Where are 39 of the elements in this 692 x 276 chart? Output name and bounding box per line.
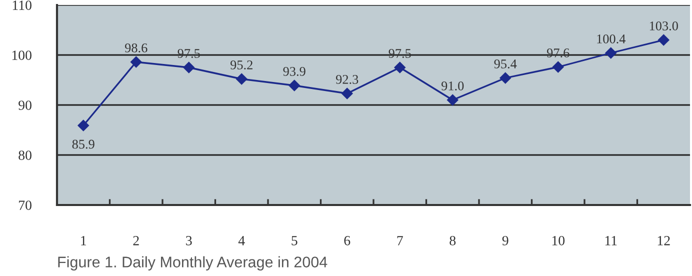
point bbox=[447, 94, 458, 106]
x-tick-label: 7 bbox=[397, 236, 403, 246]
point bbox=[183, 62, 194, 74]
x-tick-label: 3 bbox=[186, 236, 192, 246]
x-tick-label: 9 bbox=[502, 236, 508, 246]
data-label: 95.4 bbox=[494, 60, 517, 68]
x-tick-label: 10 bbox=[552, 236, 565, 246]
data-label: 92.3 bbox=[336, 75, 358, 84]
x-tick-label: 12 bbox=[658, 236, 670, 246]
point bbox=[288, 80, 300, 92]
x-tick-label: 1 bbox=[81, 236, 86, 246]
y-tick-label: 110 bbox=[12, 0, 32, 10]
data-label: 103.0 bbox=[650, 21, 678, 30]
x-tick-label: 11 bbox=[605, 236, 617, 246]
data-label: 95.2 bbox=[230, 60, 252, 70]
point bbox=[552, 61, 564, 73]
point bbox=[78, 120, 89, 132]
y-tick-label: 80 bbox=[18, 150, 32, 160]
x-tick-label: 5 bbox=[292, 236, 298, 246]
data-label: 100.4 bbox=[597, 34, 626, 44]
point bbox=[500, 72, 511, 84]
point bbox=[394, 62, 406, 74]
data-label: 93.9 bbox=[283, 67, 306, 76]
point bbox=[605, 47, 616, 59]
point bbox=[342, 88, 353, 100]
y-tick-label: 70 bbox=[19, 200, 32, 210]
x-tick-label: 8 bbox=[450, 236, 456, 246]
data-label: 85.9 bbox=[72, 140, 94, 149]
point bbox=[130, 56, 142, 68]
x-tick-label: 6 bbox=[344, 236, 350, 246]
point bbox=[658, 34, 670, 46]
data-label: 98.6 bbox=[125, 43, 148, 52]
point bbox=[236, 73, 248, 85]
x-tick-label: 4 bbox=[238, 236, 245, 246]
x-tick-label: 2 bbox=[133, 236, 139, 246]
data-label: 91.0 bbox=[442, 81, 464, 90]
y-tick-label: 100 bbox=[12, 50, 32, 60]
text: Figure 1. Daily Monthly Average in 2004 bbox=[58, 256, 328, 270]
y-tick-label: 90 bbox=[18, 100, 32, 110]
